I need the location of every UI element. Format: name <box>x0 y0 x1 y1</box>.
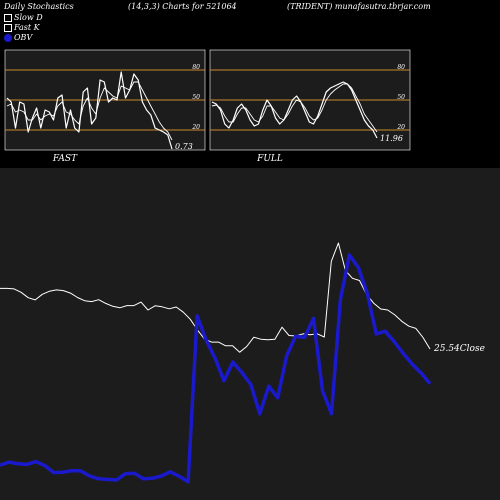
fast-k-label: Fast K <box>14 23 40 32</box>
full-panel-title: FULL <box>256 154 283 164</box>
chart-header-right: (TRIDENT) munafasutra.tbrjar.com <box>287 2 431 11</box>
fast-series-fast-k <box>6 71 173 150</box>
obv-line <box>0 253 432 484</box>
close-price-line <box>0 242 431 353</box>
chart-header-left: Daily Stochastics <box>4 2 74 11</box>
fast-last-value-label: 0.73 <box>175 142 193 151</box>
legend-slow-d: Slow D <box>4 13 43 22</box>
full-last-value-label: 11.96 <box>380 134 403 143</box>
obv-label: OBV <box>14 33 33 42</box>
legend-fast-k: Fast K <box>4 23 40 32</box>
full-series-slow-d <box>211 83 378 133</box>
full-level-label-50: 50 <box>397 94 405 101</box>
fast-level-label-20: 20 <box>191 124 200 131</box>
price-panel-background <box>0 168 500 500</box>
fast-level-label-80: 80 <box>192 64 200 71</box>
slow-d-label: Slow D <box>14 13 43 22</box>
fast-level-label-50: 50 <box>192 94 200 101</box>
full-level-label-20: 20 <box>396 124 405 131</box>
legend-obv: OBV <box>4 33 32 42</box>
obv-swatch <box>4 34 12 42</box>
full-series-fast-k <box>211 81 378 139</box>
full-level-label-80: 80 <box>397 64 405 71</box>
fast-k-swatch <box>4 24 12 32</box>
fast-panel-title: FAST <box>52 154 78 164</box>
slow-d-swatch <box>4 14 12 22</box>
chart-header-params: (14,3,3) Charts for 521064 <box>128 2 237 11</box>
fast-series-slow-d <box>6 81 173 141</box>
close-price-label: 25.54Close <box>433 344 485 354</box>
